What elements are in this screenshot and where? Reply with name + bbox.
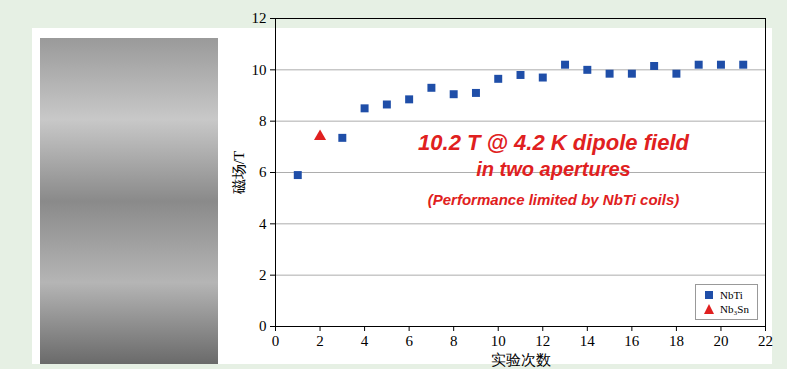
svg-text:10: 10 [252,62,267,78]
svg-text:14: 14 [580,333,596,349]
svg-text:2: 2 [259,267,267,283]
svg-text:(Performance limited by NbTi c: (Performance limited by NbTi coils) [428,191,679,208]
svg-text:12: 12 [252,10,267,26]
svg-text:4: 4 [361,333,369,349]
html-text:NbTi: NbTi [720,289,743,301]
svg-text:in two apertures: in two apertures [476,158,630,180]
svg-text:22: 22 [758,333,773,349]
svg-text:10: 10 [491,333,506,349]
svg-text:磁场/T: 磁场/T [231,151,247,195]
svg-text:8: 8 [259,113,267,129]
svg-text:实验次数: 实验次数 [491,352,551,368]
html-text:Nb₃Sn: Nb₃Sn [720,303,749,315]
svg-text:6: 6 [259,164,267,180]
svg-text:0: 0 [272,333,280,349]
svg-text:8: 8 [450,333,458,349]
svg-text:2: 2 [316,333,324,349]
svg-text:4: 4 [259,216,267,232]
svg-text:12: 12 [535,333,550,349]
svg-text:0: 0 [259,318,267,334]
svg-text:18: 18 [669,333,684,349]
svg-text:10.2 T @ 4.2 K dipole field: 10.2 T @ 4.2 K dipole field [418,130,689,155]
svg-text:20: 20 [713,333,728,349]
svg-text:6: 6 [405,333,413,349]
svg-text:16: 16 [624,333,640,349]
